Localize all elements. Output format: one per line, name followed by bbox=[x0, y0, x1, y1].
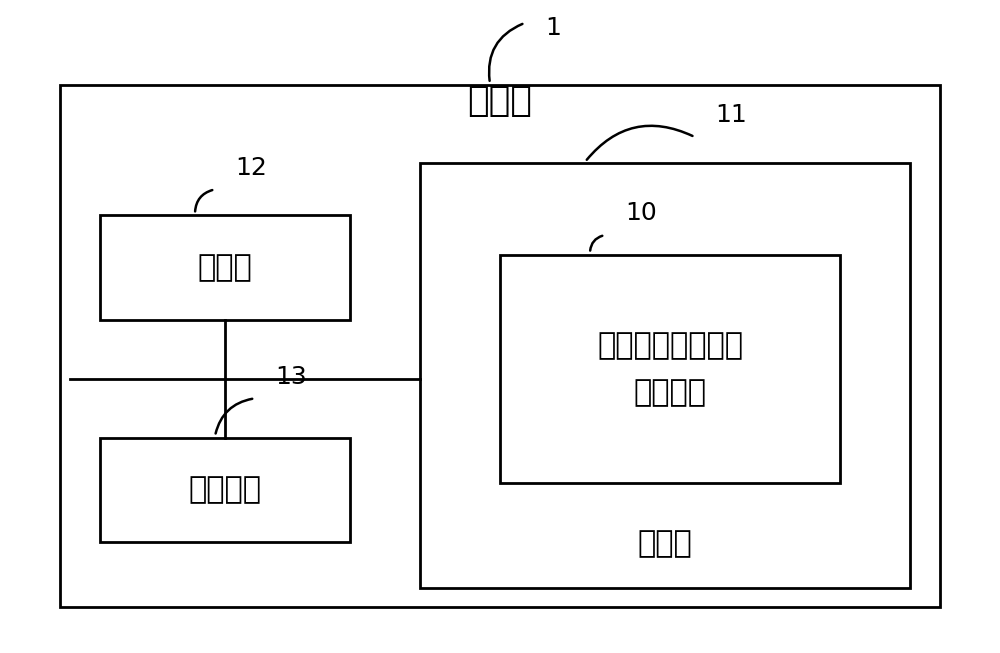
Bar bbox=[420, 163, 910, 588]
Bar bbox=[100, 438, 350, 542]
Bar bbox=[60, 85, 940, 607]
Text: 服务器: 服务器 bbox=[468, 84, 532, 118]
Text: 10: 10 bbox=[625, 201, 657, 225]
Bar bbox=[500, 255, 840, 483]
Text: 12: 12 bbox=[235, 155, 267, 180]
Bar bbox=[100, 215, 350, 320]
Text: 1: 1 bbox=[545, 16, 561, 40]
Text: 网络接口: 网络接口 bbox=[188, 475, 262, 504]
Text: 超精密加工机床的
控制程序: 超精密加工机床的 控制程序 bbox=[597, 331, 743, 407]
Text: 存储器: 存储器 bbox=[638, 530, 692, 558]
Text: 11: 11 bbox=[715, 103, 747, 127]
Text: 处理器: 处理器 bbox=[198, 253, 252, 282]
Text: 13: 13 bbox=[275, 364, 307, 389]
